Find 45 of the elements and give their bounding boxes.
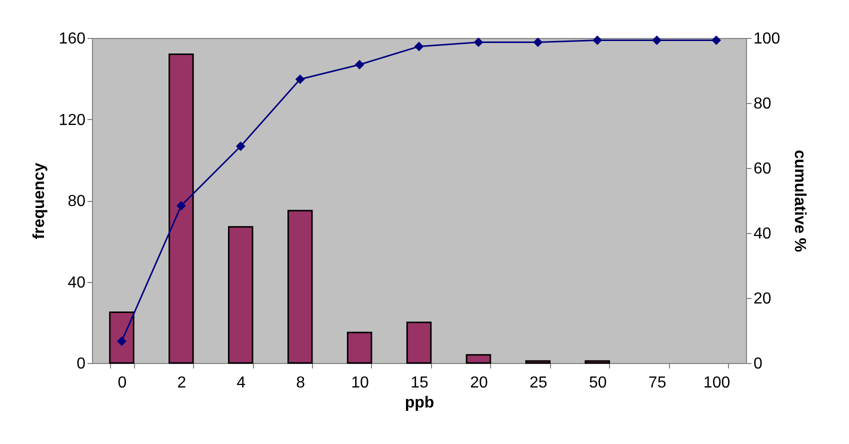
x-tick-label: 100 [703,374,730,392]
bar [346,332,372,364]
y2-tick-label: 60 [754,160,772,178]
bar [466,354,492,364]
y-tick-label: 160 [58,30,86,48]
x-tick-label: 50 [588,374,607,392]
y2-tick-label: 20 [754,290,772,308]
y-tick-label: 0 [76,356,86,372]
bar [228,226,254,364]
x-tick-label: 4 [236,374,246,392]
y2-tick-label: 0 [754,356,762,372]
x-tick-label: 15 [410,374,428,392]
bar [406,322,432,364]
point [414,42,424,52]
point [116,336,126,346]
y-axis-title: frequency [30,162,48,240]
x-tick-label: 20 [470,374,488,392]
x-tick-label: 75 [648,374,666,392]
x-tick-label: 10 [351,374,370,392]
y2-axis-title: cumulative % [791,150,808,252]
x-axis-title: ppb [404,394,434,412]
x-tick-label: 8 [296,374,306,392]
point [474,37,484,47]
point [176,200,186,210]
y2-tick-label: 80 [754,96,772,112]
bar [584,360,610,364]
y-tick-label: 80 [68,193,86,210]
y-tick-label: 40 [68,274,86,292]
point [592,36,602,46]
bar [168,54,194,364]
bar [525,360,551,364]
point [354,60,364,70]
point [533,37,543,47]
x-tick-label: 0 [118,374,127,392]
bar [109,311,134,364]
point [236,141,246,151]
point [295,74,305,84]
point [712,36,722,46]
y-tick-label: 120 [58,112,86,129]
x-tick-label: 25 [530,374,548,392]
x-tick-label: 2 [177,374,186,392]
y2-tick-label: 100 [754,30,780,48]
bar [287,210,313,364]
point [652,36,662,46]
y2-tick-label: 40 [754,226,772,242]
